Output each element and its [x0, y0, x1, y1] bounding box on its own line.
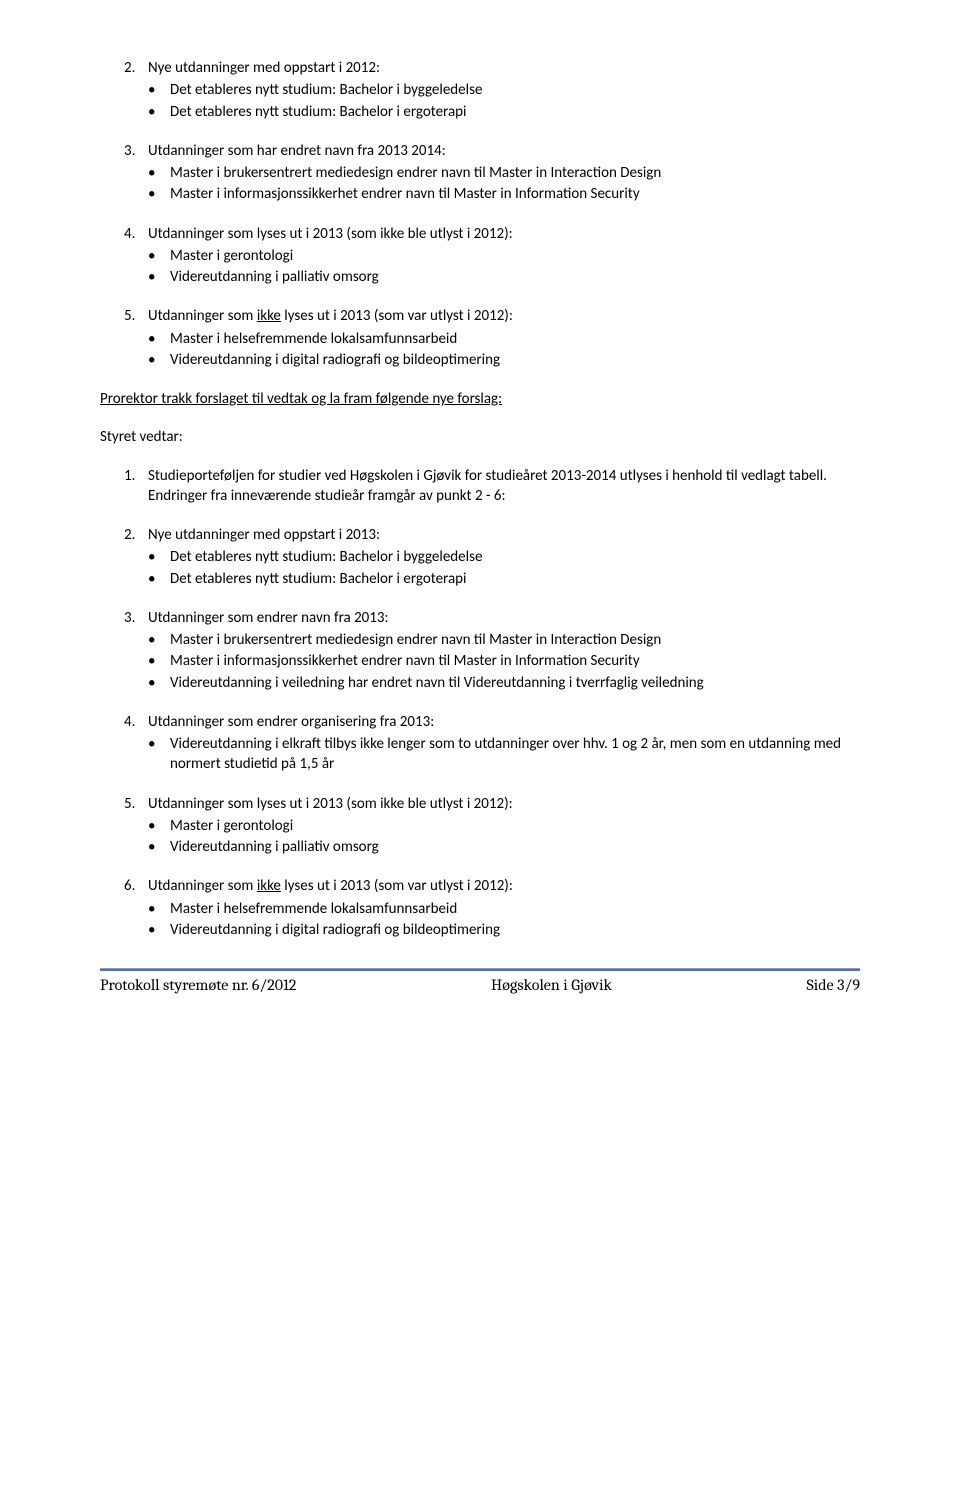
- list-item: Master i helsefremmende lokalsamfunnsarb…: [148, 899, 860, 919]
- section-title: Nye utdanninger med oppstart i 2012:: [148, 58, 860, 78]
- list-item: Master i helsefremmende lokalsamfunnsarb…: [148, 329, 860, 349]
- section-title: Utdanninger som ikke lyses ut i 2013 (so…: [148, 306, 860, 326]
- item-title: Utdanninger som ikke lyses ut i 2013 (so…: [148, 876, 860, 896]
- list-item: Master i informasjonssikkerhet endrer na…: [148, 651, 860, 671]
- section-2: 2. Nye utdanninger med oppstart i 2012: …: [100, 58, 860, 122]
- list-item: Videreutdanning i digital radiografi og …: [148, 920, 860, 940]
- list-item: Master i gerontologi: [148, 816, 860, 836]
- footer-divider: [100, 968, 860, 971]
- bullet-list: Det etableres nytt studium: Bachelor i b…: [124, 80, 860, 122]
- item-title: Utdanninger som lyses ut i 2013 (som ikk…: [148, 794, 860, 814]
- numbered-6: 6. Utdanninger som ikke lyses ut i 2013 …: [100, 876, 860, 940]
- section-3: 3. Utdanninger som har endret navn fra 2…: [100, 141, 860, 205]
- item-title: Nye utdanninger med oppstart i 2013:: [148, 525, 860, 545]
- title-underlined: ikke: [257, 877, 281, 895]
- footer-row: Protokoll styremøte nr. 6/2012 Høgskolen…: [100, 975, 860, 997]
- numbered-2: 2. Nye utdanninger med oppstart i 2013: …: [100, 525, 860, 589]
- bullet-list: Master i brukersentrert mediedesign endr…: [124, 163, 860, 205]
- section-title: Utdanninger som har endret navn fra 2013…: [148, 141, 860, 161]
- section-title: Utdanninger som lyses ut i 2013 (som ikk…: [148, 224, 860, 244]
- item-title: Utdanninger som endrer organisering fra …: [148, 712, 860, 732]
- proposal-intro: Prorektor trakk forslaget til vedtak og …: [100, 389, 860, 409]
- list-item: Videreutdanning i palliativ omsorg: [148, 267, 860, 287]
- list-item: Det etableres nytt studium: Bachelor i b…: [148, 547, 860, 567]
- item-number: 3.: [124, 608, 148, 628]
- bullet-list: Master i gerontologi Videreutdanning i p…: [124, 816, 860, 858]
- item-number: 4.: [124, 712, 148, 732]
- item-text: Studieporteføljen for studier ved Høgsko…: [148, 466, 860, 507]
- bullet-list: Master i brukersentrert mediedesign endr…: [124, 630, 860, 693]
- title-post: lyses ut i 2013 (som var utlyst i 2012):: [281, 307, 513, 325]
- bullet-list: Det etableres nytt studium: Bachelor i b…: [124, 547, 860, 589]
- list-item: Master i informasjonssikkerhet endrer na…: [148, 184, 860, 204]
- numbered-1: 1. Studieporteføljen for studier ved Høg…: [100, 466, 860, 507]
- item-number: 5.: [124, 794, 148, 814]
- footer-center: Høgskolen i Gjøvik: [491, 975, 612, 997]
- footer-right: Side 3/9: [807, 975, 860, 997]
- list-item: Videreutdanning i elkraft tilbys ikke le…: [148, 734, 860, 775]
- bullet-list: Master i gerontologi Videreutdanning i p…: [124, 246, 860, 288]
- section-5: 5. Utdanninger som ikke lyses ut i 2013 …: [100, 306, 860, 370]
- title-pre: Utdanninger som: [148, 307, 257, 325]
- list-item: Master i brukersentrert mediedesign endr…: [148, 163, 860, 183]
- numbered-5: 5. Utdanninger som lyses ut i 2013 (som …: [100, 794, 860, 858]
- list-item: Det etableres nytt studium: Bachelor i e…: [148, 102, 860, 122]
- section-number: 4.: [124, 224, 148, 244]
- list-item: Videreutdanning i palliativ omsorg: [148, 837, 860, 857]
- bullet-list: Master i helsefremmende lokalsamfunnsarb…: [124, 329, 860, 371]
- item-number: 6.: [124, 876, 148, 896]
- page-footer: Protokoll styremøte nr. 6/2012 Høgskolen…: [100, 968, 860, 997]
- title-pre: Utdanninger som: [148, 877, 257, 895]
- numbered-3: 3. Utdanninger som endrer navn fra 2013:…: [100, 608, 860, 693]
- footer-left: Protokoll styremøte nr. 6/2012: [100, 975, 296, 997]
- list-item: Master i brukersentrert mediedesign endr…: [148, 630, 860, 650]
- title-post: lyses ut i 2013 (som var utlyst i 2012):: [281, 877, 513, 895]
- section-4: 4. Utdanninger som lyses ut i 2013 (som …: [100, 224, 860, 288]
- section-number: 5.: [124, 306, 148, 326]
- list-item: Videreutdanning i veiledning har endret …: [148, 673, 860, 693]
- section-number: 3.: [124, 141, 148, 161]
- item-number: 1.: [124, 466, 148, 507]
- numbered-4: 4. Utdanninger som endrer organisering f…: [100, 712, 860, 775]
- title-underlined: ikke: [257, 307, 281, 325]
- list-item: Det etableres nytt studium: Bachelor i b…: [148, 80, 860, 100]
- bullet-list: Videreutdanning i elkraft tilbys ikke le…: [124, 734, 860, 775]
- item-number: 2.: [124, 525, 148, 545]
- list-item: Master i gerontologi: [148, 246, 860, 266]
- bullet-list: Master i helsefremmende lokalsamfunnsarb…: [124, 899, 860, 941]
- list-item: Videreutdanning i digital radiografi og …: [148, 350, 860, 370]
- list-item: Det etableres nytt studium: Bachelor i e…: [148, 569, 860, 589]
- styret-vedtar: Styret vedtar:: [100, 427, 860, 447]
- item-title: Utdanninger som endrer navn fra 2013:: [148, 608, 860, 628]
- section-number: 2.: [124, 58, 148, 78]
